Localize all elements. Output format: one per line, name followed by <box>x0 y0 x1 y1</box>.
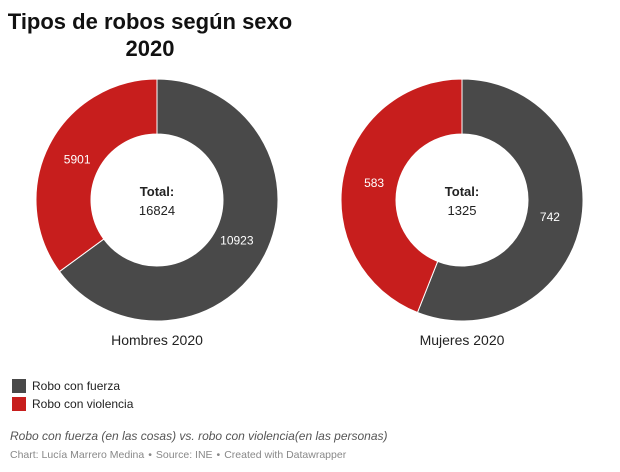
donut-slice-2-1 <box>416 78 584 322</box>
legend-swatch-robo-fuerza <box>12 379 26 393</box>
donut-value-label: 5901 <box>64 153 91 167</box>
donut-slice-1-1 <box>58 78 279 322</box>
center-total-value: 1325 <box>448 203 477 218</box>
chart-note: Robo con fuerza (en las cosas) vs. robo … <box>10 429 388 443</box>
legend: Robo con fuerza Robo con violencia <box>12 377 133 413</box>
credit-source: Source: INE <box>155 449 213 461</box>
credits: Chart: Lucía Marrero Medina • Source: INE •… <box>10 449 347 461</box>
donut-chart-label: Hombres 2020 <box>111 332 203 348</box>
donut-slice-2-2 <box>340 78 463 314</box>
donut-value-label: 742 <box>540 210 560 224</box>
chart-title-line1: Tipos de robos según sexo <box>7 9 293 34</box>
credit-datawrapper-link[interactable]: Created with Datawrapper <box>224 449 347 461</box>
donut-slice-1-2 <box>35 78 158 273</box>
legend-swatch-robo-violencia <box>12 397 26 411</box>
donut-value-label: 583 <box>364 176 384 190</box>
legend-item-robo-violencia: Robo con violencia <box>12 395 133 413</box>
legend-label-robo-violencia: Robo con violencia <box>32 397 134 411</box>
donut-charts: 10923 5901 Total: 16824 Hombres 2020 742 583 To… <box>35 78 584 348</box>
donut-value-label: 10923 <box>220 233 254 247</box>
legend-label-robo-fuerza: Robo con fuerza <box>32 379 121 393</box>
credit-author: Chart: Lucía Marrero Medina <box>10 449 145 461</box>
legend-item-robo-fuerza: Robo con fuerza <box>12 377 133 395</box>
chart-title-line2: 2020 <box>125 36 175 61</box>
center-total-value: 16824 <box>139 203 175 218</box>
chart-title: Tipos de robos según sexo 2020 <box>0 8 300 62</box>
donut-chart-label: Mujeres 2020 <box>420 332 505 348</box>
center-total-label: Total: <box>140 184 174 199</box>
center-total-label: Total: <box>445 184 479 199</box>
